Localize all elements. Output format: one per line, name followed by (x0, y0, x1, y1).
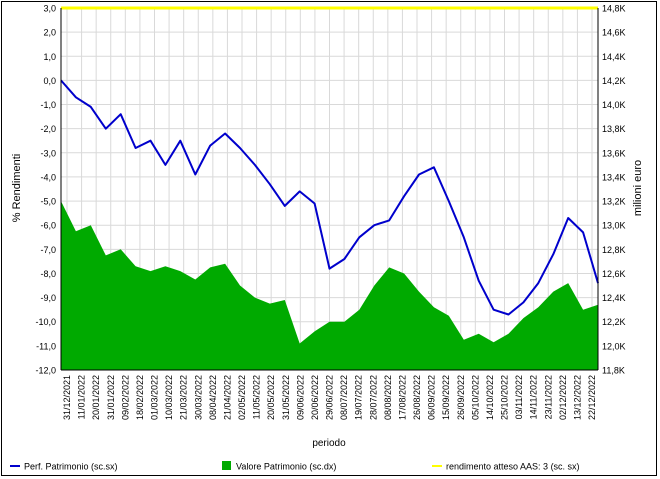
y-left-tick-label: -4,0 (40, 172, 56, 182)
x-tick-label: 23/11/2022 (543, 375, 553, 419)
x-tick-label: 11/05/2022 (252, 375, 262, 419)
y-right-tick-label: 12,4K (602, 293, 626, 303)
y-right-tick-label: 13,0K (602, 221, 626, 231)
x-tick-label: 29/06/2022 (325, 375, 335, 420)
x-tick-label: 15/09/2022 (441, 375, 451, 420)
x-tick-label: 13/12/2022 (572, 375, 582, 420)
x-tick-label: 14/11/2022 (529, 375, 539, 419)
x-tick-label: 02/12/2022 (558, 375, 568, 420)
x-tick-label: 05/10/2022 (470, 375, 480, 420)
x-tick-label: 10/03/2022 (164, 375, 174, 420)
x-tick-label: 21/03/2022 (179, 375, 189, 420)
y-left-tick-label: -12,0 (35, 366, 56, 376)
y-left-tick-label: -5,0 (40, 197, 56, 207)
x-tick-label: 31/01/2022 (106, 375, 116, 420)
y-right-tick-label: 13,4K (602, 172, 626, 182)
y-right-tick-label: 13,8K (602, 124, 626, 134)
y-left-tick-label: -9,0 (40, 293, 56, 303)
y-right-tick-label: 14,2K (602, 76, 626, 86)
legend-label: Valore Patrimonio (sc.dx) (236, 462, 336, 472)
line-layer (60, 6, 599, 316)
x-tick-label: 20/05/2022 (266, 375, 276, 420)
y-axis-right-label: milioni euro (632, 160, 644, 216)
x-tick-label: 26/09/2022 (456, 375, 466, 420)
x-tick-label: 08/07/2022 (339, 375, 349, 420)
x-tick-label: 11/01/2022 (77, 375, 87, 419)
legend: Perf. Patrimonio (sc.sx) Valore Patrimoni… (10, 461, 580, 472)
x-tick-label: 18/02/2022 (135, 375, 145, 420)
y-right-tick-label: 12,6K (602, 269, 626, 279)
x-tick-label: 03/11/2022 (514, 375, 524, 419)
y-left-tick-label: -2,0 (40, 124, 56, 134)
x-tick-label: 06/09/2022 (427, 375, 437, 420)
y-right-tick-label: 12,0K (602, 341, 626, 351)
x-tick-label: 17/08/2022 (397, 375, 407, 420)
legend-swatch (222, 461, 231, 470)
y-right-tick-label: 14,8K (602, 4, 626, 14)
y-left-tick-label: -6,0 (40, 221, 56, 231)
x-tick-label: 31/12/2021 (62, 375, 72, 420)
legend-label: Perf. Patrimonio (sc.sx) (24, 462, 118, 472)
series-area-valore-patrimonio (61, 201, 598, 370)
y-right-tick-label: 14,4K (602, 52, 626, 62)
y-left-tick-label: 3,0 (43, 4, 56, 14)
y-right-tick-label: 14,6K (602, 28, 626, 38)
y-right-tick-label: 13,2K (602, 197, 626, 207)
y-right-tick-label: 11,8K (602, 366, 625, 376)
x-tick-label: 20/01/2022 (91, 375, 101, 420)
x-tick-label: 20/06/2022 (310, 375, 320, 420)
y-left-tick-label: 2,0 (43, 28, 56, 38)
x-tick-label: 02/05/2022 (237, 375, 247, 420)
y-left-tick-label: 0,0 (43, 76, 56, 86)
y-left-tick-label: -7,0 (40, 245, 56, 255)
x-tick-label: 14/10/2022 (485, 375, 495, 420)
area-layer (61, 201, 598, 370)
x-tick-label: 09/02/2022 (120, 375, 130, 420)
x-tick-label: 31/05/2022 (281, 375, 291, 420)
legend-item: rendimento atteso AAS: 3 (sc. sx) (432, 462, 580, 472)
legend-item: Valore Patrimonio (sc.dx) (222, 461, 336, 472)
y-left-tick-label: -10,0 (35, 317, 56, 327)
x-tick-label: 09/06/2022 (295, 375, 305, 420)
x-tick-label: 21/04/2022 (222, 375, 232, 420)
x-axis-label: periodo (312, 438, 346, 449)
x-tick-label: 19/07/2022 (354, 375, 364, 420)
y-right-tick-label: 14,0K (602, 100, 626, 110)
y-right-tick-label: 13,6K (602, 148, 626, 158)
x-tick-label: 22/12/2022 (587, 375, 597, 420)
x-tick-label: 08/08/2022 (383, 375, 393, 420)
legend-label: rendimento atteso AAS: 3 (sc. sx) (446, 462, 580, 472)
x-tick-label: 26/08/2022 (412, 375, 422, 420)
y-axis-left-label: % Rendimenti (11, 154, 23, 222)
right-axis-ticks: 14,8K 14,6K 14,4K 14,2K 14,0K 13,8K 13,6K 13,4K… (602, 4, 626, 376)
legend-item: Perf. Patrimonio (sc.sx) (10, 462, 118, 472)
y-left-tick-label: -8,0 (40, 269, 56, 279)
x-tick-label: 25/10/2022 (500, 375, 510, 420)
y-right-tick-label: 12,8K (602, 245, 626, 255)
y-left-tick-label: -3,0 (40, 148, 56, 158)
left-axis-ticks: 3,0 2,0 1,0 0,0 -1,0 -2,0 -3,0 -4,0 -5,0 -6,0 -7,0… (35, 4, 56, 376)
x-tick-label: 30/03/2022 (193, 375, 203, 420)
y-left-tick-label: -1,0 (40, 100, 56, 110)
series-line-perf-patrimonio (60, 79, 599, 316)
axes (60, 8, 599, 371)
x-axis-ticks: 31/12/2021 11/01/2022 20/01/2022 31/01/2022… (62, 375, 597, 420)
x-tick-label: 08/04/2022 (208, 375, 218, 420)
x-tick-label: 01/03/2022 (150, 375, 160, 420)
y-left-tick-label: 1,0 (43, 52, 56, 62)
y-right-tick-label: 12,2K (602, 317, 626, 327)
x-tick-label: 28/07/2022 (368, 375, 378, 420)
y-left-tick-label: -11,0 (36, 341, 56, 351)
